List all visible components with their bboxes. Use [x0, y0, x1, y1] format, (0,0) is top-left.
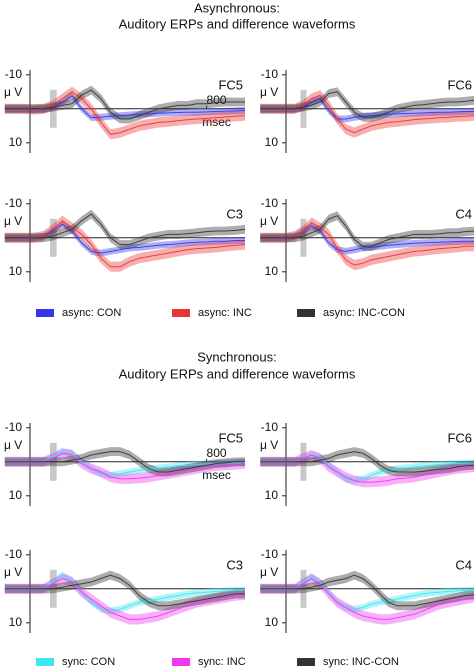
- y-axis-label: μ V: [260, 438, 278, 452]
- error-band: [4, 86, 245, 140]
- y-axis-label: μ V: [260, 565, 278, 579]
- panel-label: C3: [226, 557, 243, 572]
- legend-label: sync: CON: [62, 656, 115, 668]
- error-band: [4, 92, 245, 122]
- y-tick-label: 10: [9, 264, 23, 278]
- error-band: [260, 222, 474, 255]
- waveform: [4, 574, 245, 607]
- error-band: [260, 95, 474, 123]
- panel-label: C3: [226, 206, 243, 221]
- error-band: [4, 573, 245, 625]
- legend-swatch: [297, 658, 315, 666]
- y-tick-label: -10: [261, 420, 279, 434]
- legend-swatch: [297, 309, 315, 317]
- waveform: [4, 452, 246, 480]
- error-band: [4, 220, 245, 257]
- y-axis-label: μ V: [4, 438, 22, 452]
- y-axis-label: μ V: [4, 85, 22, 99]
- y-axis-label: μ V: [260, 214, 278, 228]
- panel-label: FC6: [447, 77, 472, 92]
- waveform: [260, 91, 474, 118]
- y-tick-label: 10: [9, 135, 23, 149]
- error-band: [260, 570, 474, 611]
- y-tick-label: -10: [261, 67, 279, 81]
- error-band: [260, 90, 474, 138]
- error-band: [4, 570, 245, 611]
- legend-label: async: INC-CON: [323, 307, 405, 319]
- y-tick-label: -10: [5, 547, 23, 561]
- y-tick-label: -10: [5, 196, 23, 210]
- y-tick-label: -10: [5, 67, 23, 81]
- error-band: [260, 211, 474, 251]
- legend-swatch: [36, 658, 54, 666]
- legend-swatch: [172, 658, 190, 666]
- section-title: Asynchronous:: [194, 0, 280, 15]
- y-tick-label: 10: [9, 615, 23, 629]
- y-tick-label: -10: [5, 420, 23, 434]
- y-tick-label: 10: [265, 135, 279, 149]
- panel-label: FC5: [218, 77, 243, 92]
- error-band: [4, 85, 245, 124]
- panel-label: FC6: [447, 430, 472, 445]
- waveform: [260, 578, 474, 620]
- waveform: [4, 451, 245, 473]
- waveform: [260, 454, 474, 483]
- waveform: [4, 89, 245, 120]
- section-title: Synchronous:: [197, 349, 277, 364]
- error-band: [4, 448, 245, 484]
- y-axis-label: μ V: [4, 214, 22, 228]
- y-tick-label: 10: [265, 264, 279, 278]
- waveform: [4, 213, 246, 246]
- x-tick-label: 800: [207, 446, 227, 460]
- waveform: [260, 221, 474, 266]
- section-title: Auditory ERPs and difference waveforms: [119, 16, 356, 31]
- waveform: [4, 578, 246, 620]
- y-tick-label: 10: [9, 488, 23, 502]
- waveform: [4, 220, 246, 268]
- error-band: [260, 447, 474, 477]
- error-band: [4, 215, 245, 272]
- x-axis-label: msec: [202, 468, 231, 482]
- error-band: [260, 449, 474, 488]
- legend-label: async: INC: [198, 307, 252, 319]
- section-title: Auditory ERPs and difference waveforms: [119, 366, 356, 381]
- legend-swatch: [36, 309, 54, 317]
- y-tick-label: 10: [265, 615, 279, 629]
- legend-label: sync: INC-CON: [323, 656, 399, 668]
- y-axis-label: μ V: [260, 85, 278, 99]
- y-tick-label: -10: [261, 547, 279, 561]
- y-tick-label: 10: [265, 488, 279, 502]
- panel-label: C4: [455, 206, 472, 221]
- y-axis-label: μ V: [4, 565, 22, 579]
- legend-label: sync: INC: [198, 656, 246, 668]
- panel-label: C4: [455, 557, 472, 572]
- legend-label: async: CON: [62, 307, 121, 319]
- waveform: [260, 574, 474, 607]
- error-band: [260, 217, 474, 271]
- legend-swatch: [172, 309, 190, 317]
- panel-label: FC5: [218, 430, 243, 445]
- error-band: [4, 209, 245, 250]
- y-tick-label: -10: [261, 196, 279, 210]
- waveform: [260, 451, 474, 473]
- error-band: [260, 87, 474, 122]
- waveform: [260, 215, 474, 247]
